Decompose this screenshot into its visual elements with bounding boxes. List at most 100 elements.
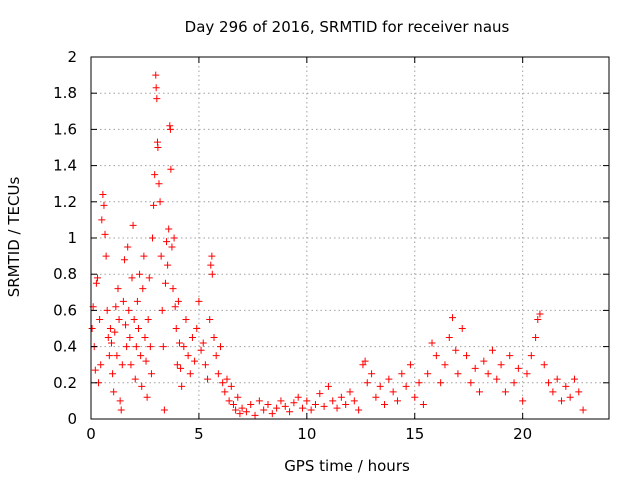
data-point (163, 238, 171, 246)
data-point (167, 165, 175, 173)
data-point (184, 352, 192, 360)
data-point (161, 279, 169, 287)
data-point (177, 364, 185, 372)
data-point (142, 357, 150, 365)
data-point (534, 315, 542, 323)
data-point (333, 404, 341, 412)
data-point (110, 388, 118, 396)
data-point (201, 361, 209, 369)
data-point (91, 366, 99, 374)
x-tick-labels: 0 5 10 15 20 (86, 425, 532, 443)
data-point (151, 171, 159, 179)
data-point (116, 397, 124, 405)
data-point (195, 297, 203, 305)
data-point (136, 270, 144, 278)
data-point (208, 270, 216, 278)
data-point (264, 401, 272, 409)
data-point (122, 321, 130, 329)
data-point (170, 234, 178, 242)
data-point (247, 401, 255, 409)
data-point (307, 406, 315, 414)
data-point (197, 346, 205, 354)
data-point (363, 379, 371, 387)
data-point (454, 370, 462, 378)
data-point (217, 343, 224, 351)
data-point (406, 361, 414, 369)
data-point (523, 370, 531, 378)
y-axis-label: SRMTID / TECUs (5, 177, 23, 298)
data-point (441, 361, 449, 369)
data-point (156, 198, 164, 206)
data-point (294, 393, 302, 401)
data-point (120, 256, 128, 264)
data-point (393, 397, 401, 405)
data-point (141, 334, 149, 342)
data-point (385, 375, 393, 383)
data-point (173, 361, 181, 369)
data-point (132, 343, 140, 351)
data-point (93, 274, 101, 282)
y-tick-label: 1.8 (53, 84, 77, 102)
data-point (126, 334, 134, 342)
data-point (411, 393, 419, 401)
data-point (238, 404, 246, 412)
data-point (127, 361, 135, 369)
data-point (484, 370, 492, 378)
x-tick-label: 10 (297, 425, 316, 443)
data-point (277, 397, 285, 405)
data-point (112, 303, 120, 311)
data-point (290, 399, 298, 407)
data-point (186, 370, 194, 378)
data-point (134, 325, 142, 332)
data-point (159, 343, 167, 351)
data-point (102, 252, 110, 260)
data-point (212, 352, 220, 360)
x-tick-label: 20 (513, 425, 532, 443)
data-point (242, 408, 250, 416)
data-point (140, 252, 148, 260)
data-point (101, 230, 109, 238)
data-point (562, 382, 570, 390)
x-axis-label: GPS time / hours (284, 457, 410, 475)
data-point (154, 144, 162, 151)
data-point (165, 225, 173, 233)
data-point (99, 191, 107, 199)
data-point (506, 352, 514, 360)
grid-lines (91, 57, 609, 419)
data-point (303, 397, 311, 405)
y-tick-label: 1 (67, 229, 77, 247)
data-point (273, 404, 281, 412)
data-points (88, 71, 587, 419)
data-point (138, 382, 146, 390)
data-point (286, 408, 294, 416)
data-point (342, 401, 350, 409)
data-point (172, 325, 180, 332)
data-point (123, 343, 131, 351)
data-point (88, 325, 96, 332)
data-point (144, 315, 152, 323)
data-point (452, 346, 460, 354)
data-point (175, 339, 183, 347)
data-point (223, 375, 231, 383)
y-tick-label: 1.2 (53, 193, 77, 211)
data-point (419, 401, 427, 409)
data-point (166, 122, 174, 130)
data-point (114, 285, 122, 293)
data-point (519, 397, 527, 405)
data-point (579, 406, 587, 414)
data-point (398, 370, 406, 378)
data-point (100, 201, 108, 209)
data-point (137, 352, 145, 360)
data-point (208, 252, 216, 260)
data-point (174, 297, 182, 305)
data-point (152, 84, 160, 92)
data-point (147, 370, 155, 378)
data-point (372, 393, 380, 401)
data-point (210, 334, 218, 342)
data-point (458, 325, 466, 332)
data-point (225, 397, 233, 405)
data-point (463, 352, 471, 360)
data-point (171, 303, 179, 311)
data-point (251, 411, 259, 419)
data-point (368, 370, 376, 378)
